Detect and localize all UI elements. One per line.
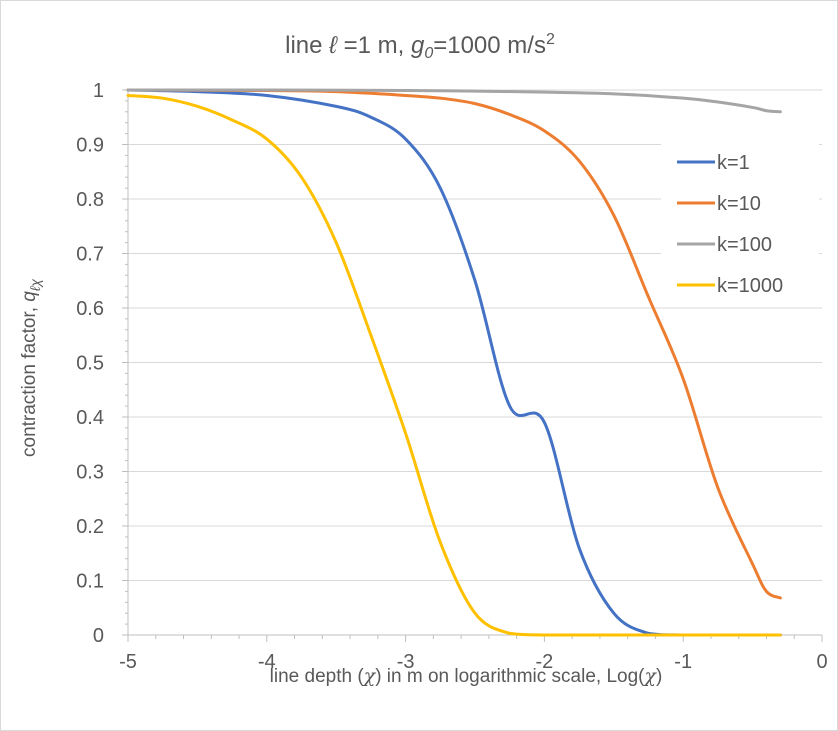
title-part2: =1 m, — [337, 32, 411, 59]
y-tick-label: 0.1 — [76, 571, 104, 593]
title-part3: =1000 m/s — [433, 32, 546, 59]
legend-label: k=1 — [717, 152, 750, 174]
series-line-k-1 — [126, 88, 782, 637]
title-sup: 2 — [546, 31, 555, 48]
y-tick-labels: 0 0.1 0.2 0.3 0.4 0.5 0.6 0.7 0.8 0.9 1 — [76, 80, 104, 647]
y-tick-label: 1 — [93, 80, 104, 102]
ylabel-q: q — [19, 291, 40, 302]
legend-background — [661, 139, 819, 306]
y-tick-label: 0 — [93, 625, 104, 647]
series-line-k-1000 — [126, 93, 782, 637]
y-tick-label: 0.6 — [76, 298, 104, 320]
x-tick-label: -3 — [397, 651, 415, 673]
legend-label: k=1000 — [717, 275, 783, 297]
y-tick-label: 0.5 — [76, 353, 104, 375]
title-ell: ℓ — [328, 32, 338, 59]
x-tick-label: -5 — [119, 651, 137, 673]
y-tick-label: 0.4 — [76, 407, 104, 429]
series-line-k-100 — [126, 88, 782, 114]
xlabel-part1: line depth ( — [270, 666, 365, 687]
chart-title: line ℓ =1 m, g0=1000 m/s2 — [285, 31, 555, 62]
legend: k=1 k=10 k=100 k=1000 — [661, 139, 819, 306]
title-g-sub: 0 — [424, 45, 433, 62]
x-tick-label: 0 — [816, 651, 827, 673]
x-tick-labels: -5 -4 -3 -2 -1 0 — [119, 651, 827, 673]
xlabel-part3: ) — [656, 666, 662, 687]
legend-label: k=100 — [717, 234, 772, 256]
y-axis-title: contraction factor, qℓχ — [19, 279, 43, 457]
ylabel-sub: ℓχ — [27, 279, 43, 293]
y-tick-label: 0.2 — [76, 516, 104, 538]
title-part1: line — [285, 32, 329, 59]
x-tick-label: -2 — [536, 651, 554, 673]
ylabel-part1: contraction factor, — [19, 302, 40, 457]
x-axis-title: line depth (χ) in m on logarithmic scale… — [270, 665, 663, 687]
xlabel-chi2: χ — [642, 665, 657, 687]
series-line-k-10 — [126, 88, 782, 600]
y-tick-label: 0.7 — [76, 244, 104, 266]
y-tick-label: 0.3 — [76, 462, 104, 484]
y-tick-label: 0.8 — [76, 189, 104, 211]
x-tick-label: -4 — [258, 651, 276, 673]
series-lines — [126, 88, 782, 637]
y-tick-label: 0.9 — [76, 135, 104, 157]
x-tick-label: -1 — [674, 651, 692, 673]
title-g: g — [411, 32, 425, 59]
xlabel-part2: ) in m on logarithmic scale, Log( — [375, 666, 645, 687]
xlabel-chi1: χ — [362, 665, 377, 687]
legend-label: k=10 — [717, 193, 761, 215]
